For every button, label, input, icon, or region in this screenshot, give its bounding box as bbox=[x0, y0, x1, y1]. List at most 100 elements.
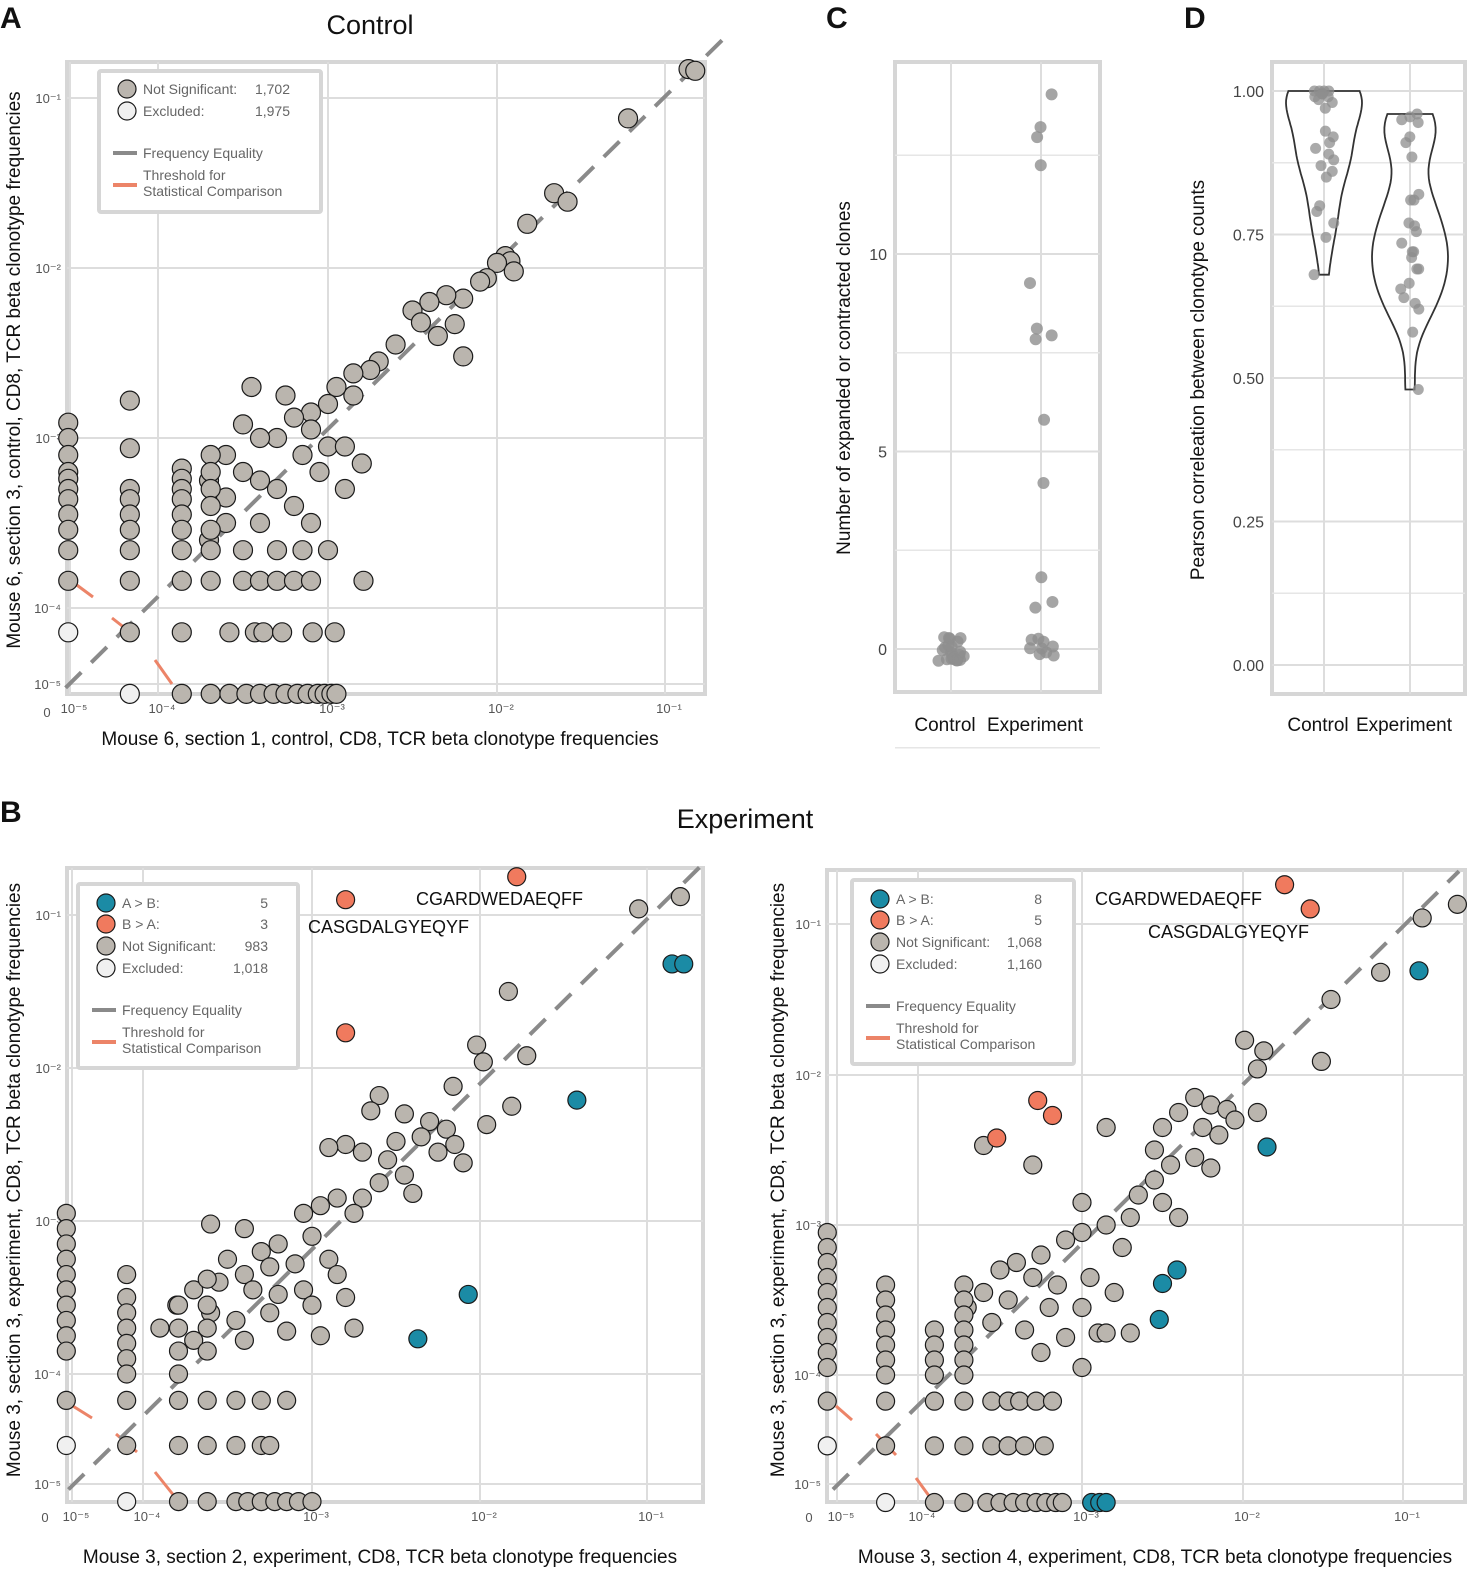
point-not-significant bbox=[1311, 1051, 1332, 1072]
point-not-significant bbox=[386, 1131, 406, 1152]
point-not-significant bbox=[443, 1076, 463, 1096]
legend-line-label: Threshold for bbox=[143, 167, 226, 183]
point-not-significant bbox=[226, 1310, 246, 1331]
point-not-significant bbox=[232, 540, 254, 561]
point-not-significant bbox=[234, 1219, 254, 1239]
x-tick-label: 10⁻⁵ bbox=[61, 701, 88, 716]
point-not-significant bbox=[117, 1390, 137, 1411]
x-tick-label: 10⁻² bbox=[488, 701, 514, 716]
point-not-significant bbox=[1052, 1492, 1072, 1513]
point-not-significant bbox=[327, 1264, 347, 1285]
point-not-significant bbox=[502, 1096, 522, 1116]
point-not-significant bbox=[998, 1436, 1018, 1456]
point-not-significant bbox=[403, 1183, 423, 1204]
point-not-significant bbox=[283, 495, 305, 517]
x-tick-label: 10⁻⁵ bbox=[828, 1509, 855, 1524]
point-not-significant bbox=[1039, 1297, 1059, 1318]
panel-b-title: Experiment bbox=[677, 804, 814, 834]
legend-count: 5 bbox=[260, 895, 268, 911]
point-not-significant bbox=[990, 1260, 1010, 1280]
point-not-significant bbox=[1096, 1215, 1116, 1235]
point-not-significant bbox=[201, 1214, 221, 1234]
y-tick-label: 10⁻² bbox=[795, 1068, 821, 1083]
point-not-significant bbox=[300, 419, 322, 440]
frequency-equality-line bbox=[67, 860, 707, 1491]
legend-label: Excluded: bbox=[143, 103, 204, 119]
point-not-significant bbox=[200, 519, 221, 540]
point-not-significant bbox=[685, 60, 706, 81]
point-not-significant bbox=[197, 1435, 217, 1456]
legend-label: Not Significant: bbox=[143, 81, 237, 97]
point-not-significant bbox=[453, 1153, 473, 1173]
point-not-significant bbox=[385, 334, 406, 355]
y-tick-label: 10⁻⁵ bbox=[794, 1477, 821, 1492]
legend-count: 983 bbox=[245, 938, 269, 954]
y-tick-label: 0.50 bbox=[1233, 371, 1264, 388]
point-not-significant bbox=[197, 1341, 217, 1361]
point-not-significant bbox=[1152, 1192, 1173, 1213]
y-tick-label: 10⁻³ bbox=[35, 431, 61, 446]
legend-line-label: Threshold for bbox=[122, 1024, 205, 1040]
data-point bbox=[1405, 194, 1417, 206]
data-point bbox=[1320, 231, 1332, 243]
point-not-significant bbox=[283, 407, 305, 428]
point-excluded bbox=[875, 1492, 896, 1513]
point-not-significant bbox=[119, 570, 140, 591]
legend-marker-not-significant bbox=[870, 932, 890, 952]
point-not-significant bbox=[266, 570, 288, 591]
legend-marker-b-gt-a bbox=[870, 910, 890, 930]
legend-count: 8 bbox=[1034, 891, 1042, 907]
point-not-significant bbox=[58, 570, 79, 591]
point-not-significant bbox=[982, 1436, 1002, 1456]
point-not-significant bbox=[1247, 1102, 1268, 1123]
point-not-significant bbox=[249, 470, 271, 491]
category-label: Control bbox=[1287, 715, 1348, 736]
legend-marker-b-gt-a bbox=[96, 914, 116, 934]
point-not-significant bbox=[327, 1188, 347, 1208]
legend-marker-excluded bbox=[117, 101, 137, 121]
point-not-significant bbox=[275, 385, 296, 406]
legend-count: 1,068 bbox=[1007, 934, 1042, 950]
legend: A > B: 5 B > A: 3 Not Significant: 983 Exclude… bbox=[76, 882, 300, 1070]
data-point bbox=[1035, 571, 1048, 584]
point-not-significant bbox=[1128, 1185, 1148, 1205]
data-point bbox=[1034, 121, 1047, 134]
point-not-significant bbox=[217, 1249, 238, 1269]
point-not-significant bbox=[470, 271, 491, 292]
data-point bbox=[1311, 206, 1323, 218]
point-not-significant bbox=[197, 1269, 217, 1289]
point-not-significant bbox=[168, 1341, 189, 1361]
legend-line-label: Statistical Comparison bbox=[122, 1040, 261, 1056]
point-not-significant bbox=[232, 461, 254, 483]
y-tick-label: 0.75 bbox=[1233, 228, 1264, 245]
point-not-significant bbox=[477, 1115, 497, 1135]
point-not-significant bbox=[283, 570, 305, 591]
point-not-significant bbox=[1120, 1323, 1140, 1343]
data-point bbox=[954, 645, 967, 658]
point-not-significant bbox=[197, 1318, 217, 1338]
point-not-significant bbox=[1209, 1125, 1229, 1145]
panel-letter-b: B bbox=[0, 796, 22, 829]
panel-c-strip: 0 5 10 Control Experiment Number of expanded … bbox=[834, 60, 1102, 749]
point-not-significant bbox=[168, 1318, 189, 1338]
clonotype-annotation: CGARDWEDAEQFF bbox=[1095, 889, 1262, 909]
point-not-significant bbox=[498, 981, 518, 1002]
point-not-significant bbox=[300, 512, 322, 534]
x-tick-label: 10⁻² bbox=[1234, 1509, 1260, 1524]
legend-label: A > B: bbox=[896, 891, 934, 907]
category-label: Control bbox=[914, 715, 975, 736]
point-not-significant bbox=[300, 570, 322, 591]
point-not-significant bbox=[260, 1435, 280, 1456]
point-not-significant bbox=[344, 1318, 364, 1338]
data-point bbox=[1398, 292, 1410, 304]
point-not-significant bbox=[197, 1295, 217, 1315]
point-not-significant bbox=[200, 444, 221, 466]
point-excluded bbox=[58, 622, 79, 643]
y-tick-label: 10⁻² bbox=[35, 261, 61, 276]
data-point bbox=[1024, 642, 1037, 655]
point-not-significant bbox=[168, 1295, 189, 1315]
y-axis-label: Mouse 3, section 3, experiment, CD8, TCR… bbox=[768, 883, 789, 1477]
point-not-significant bbox=[617, 108, 639, 129]
data-point bbox=[1033, 648, 1046, 661]
panel-b-right-scatter: 10⁻⁵ 10⁻⁴ 10⁻³ 10⁻² 10⁻¹ 10⁻⁵ 10⁻⁴ 10⁻³ 10⁻² 10⁻¹… bbox=[768, 868, 1468, 1568]
